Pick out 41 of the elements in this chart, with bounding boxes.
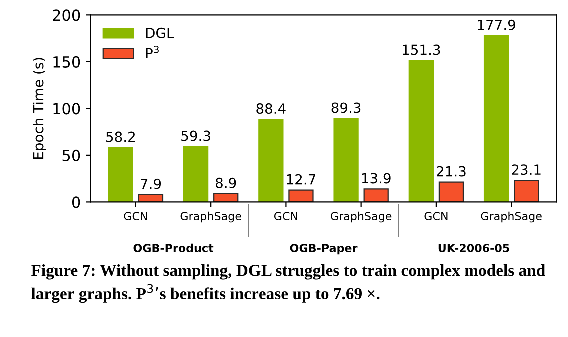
bar xyxy=(484,35,510,202)
y-tick-label: 50 xyxy=(62,150,80,162)
data-label: 151.3 xyxy=(403,44,440,56)
bar xyxy=(438,182,464,202)
y-tick-label: 150 xyxy=(54,56,80,68)
bar xyxy=(334,118,359,202)
bar xyxy=(258,118,284,202)
x-tick-label: GCN xyxy=(124,212,148,221)
x-tick-label: GCN xyxy=(274,212,298,221)
legend-label: DGL xyxy=(146,28,174,38)
data-label: 23.1 xyxy=(512,164,541,176)
data-label: 8.9 xyxy=(216,178,236,188)
data-label: 59.3 xyxy=(182,130,210,142)
data-label: 12.7 xyxy=(287,174,316,185)
bar xyxy=(214,193,239,202)
bar xyxy=(514,180,540,202)
bar xyxy=(408,60,434,202)
data-label: 13.9 xyxy=(362,173,391,184)
data-label: 88.4 xyxy=(256,104,286,114)
legend-label: P$^{3}$ xyxy=(146,46,159,58)
x-tick-label: GraphSage xyxy=(180,212,242,223)
caption: Figure 7: Without sampling, DGL struggles to train complex models and larger graphs. P$^{3}$’s benefits increase up to 7.69 ×. xyxy=(32,264,546,304)
x-tick-label: GraphSage xyxy=(331,212,392,223)
y-axis-title: Epoch Time (s) xyxy=(33,58,46,160)
y-tick-label: 0 xyxy=(72,196,80,208)
bar xyxy=(364,188,389,202)
bar xyxy=(108,147,134,202)
x-tick-label: GraphSage xyxy=(481,212,542,223)
data-label: 58.2 xyxy=(106,132,135,142)
data-label: 21.3 xyxy=(437,166,466,177)
y-tick-label: 100 xyxy=(54,103,80,115)
data-label: 177.9 xyxy=(478,20,516,30)
text: UK-2006-05 xyxy=(438,244,510,252)
bar xyxy=(288,190,314,202)
bar xyxy=(183,146,209,202)
y-tick-label: 200 xyxy=(53,10,80,22)
x-tick-label: GCN xyxy=(424,212,448,221)
text: OGB-Paper xyxy=(290,244,358,255)
text: OGB-Product xyxy=(134,244,214,252)
data-label: 89.3 xyxy=(332,102,361,114)
data-label: 7.9 xyxy=(141,178,162,190)
